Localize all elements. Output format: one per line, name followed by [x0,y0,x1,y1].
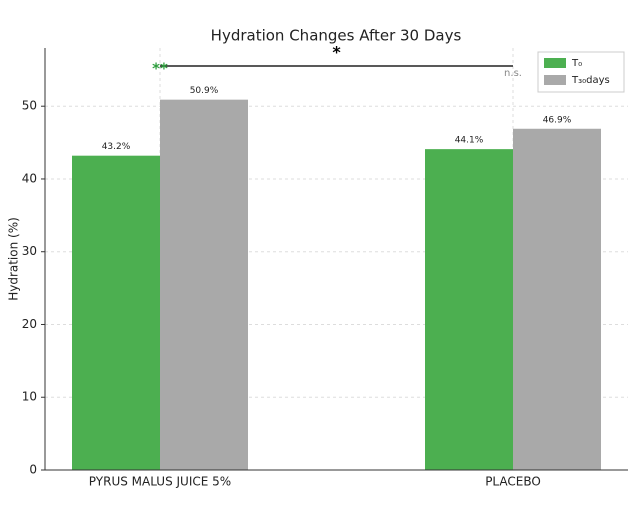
value-label: 44.1% [455,136,484,146]
x-tick-label: PYRUS MALUS JUICE 5% [89,475,231,489]
y-tick-label: 50 [22,99,37,113]
bar [72,155,160,471]
y-tick-label: 0 [29,463,37,477]
annotation: * [332,43,341,62]
value-label: 43.2% [102,142,131,152]
bar [425,149,513,471]
y-tick-label: 40 [22,171,37,185]
legend-swatch [544,75,566,85]
bar [160,99,248,470]
chart-title: Hydration Changes After 30 Days [211,27,462,45]
y-tick-label: 20 [22,317,37,331]
legend-label: T₃₀days [571,75,610,86]
bar [513,128,601,470]
annotation: ** [152,60,168,78]
annotation: n.s. [504,68,522,79]
x-tick-label: PLACEBO [485,475,541,489]
legend-swatch [544,58,566,68]
y-tick-label: 30 [22,244,37,258]
y-tick-label: 10 [22,390,37,404]
value-label: 46.9% [543,115,572,125]
value-label: 50.9% [190,86,219,96]
y-axis-label: Hydration (%) [7,217,21,301]
legend-label: T₀ [571,58,582,69]
